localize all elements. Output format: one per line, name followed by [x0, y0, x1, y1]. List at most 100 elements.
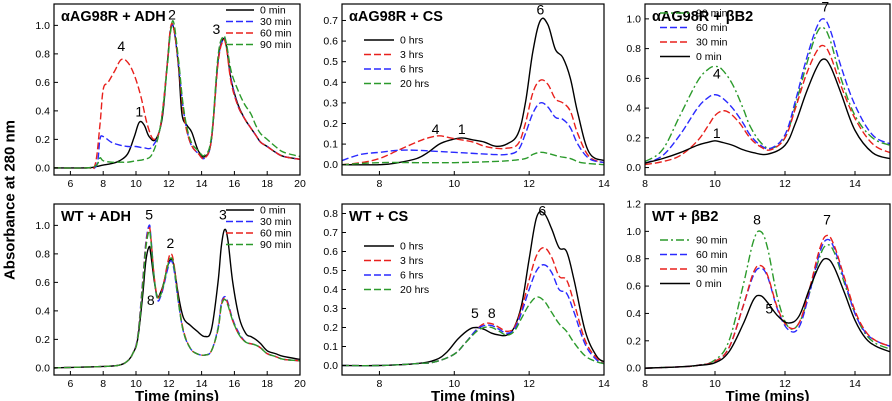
legend: 0 hrs 3 hrs 6 hrs 20 hrs — [364, 35, 429, 90]
series-line-20-hrs — [342, 151, 604, 166]
legend-label: 3 hrs — [400, 49, 423, 61]
peak-label: 8 — [488, 305, 496, 321]
x-tick-label: 14 — [196, 178, 208, 190]
panel-p5: 8 10 12 14 0.0 0.1 0.2 0.3 0.4 0.5 0.6 0.7 0.8 WT + C… — [323, 202, 610, 401]
legend-label: 30 min — [696, 37, 728, 49]
series-line-30-min — [645, 44, 890, 166]
peak-label: 1 — [135, 104, 143, 120]
panel-title: αAG98R + ADH — [61, 9, 166, 25]
y-tick-label: 0.7 — [323, 15, 338, 27]
peak-label: 5 — [145, 207, 153, 223]
y-tick-label: 0.2 — [626, 335, 641, 347]
y-tick-label: 0.4 — [323, 77, 338, 89]
x-tick-label: 12 — [779, 378, 791, 390]
peak-label: 2 — [168, 7, 176, 23]
y-tick-label: 0.4 — [626, 103, 641, 115]
y-tick-label: 0.8 — [626, 253, 641, 265]
legend-label: 60 min — [696, 22, 728, 34]
x-tick-label: 12 — [523, 378, 535, 390]
y-tick-label: 0.2 — [323, 118, 338, 130]
x-tick-label: 20 — [294, 178, 306, 190]
x-tick-label: 16 — [229, 178, 241, 190]
y-tick-label: 0.1 — [323, 341, 338, 353]
peak-label: 1 — [458, 121, 466, 137]
panel-title: WT + ADH — [61, 209, 131, 225]
x-tick-label: 12 — [523, 178, 535, 190]
x-tick-label: 8 — [642, 378, 648, 390]
x-tick-label: 8 — [377, 378, 383, 390]
y-tick-label: 0.4 — [626, 308, 641, 320]
peak-label: 7 — [821, 0, 829, 14]
x-tick-label: 12 — [163, 378, 175, 390]
x-tick-label: 12 — [163, 178, 175, 190]
x-tick-label: 14 — [849, 378, 861, 390]
peak-label: 5 — [471, 305, 479, 321]
x-tick-label: 14 — [849, 178, 861, 190]
legend: 90 min 60 min 30 min 0 min — [660, 8, 728, 63]
series-line-90-min — [54, 229, 300, 369]
y-tick-label: 0.8 — [35, 48, 50, 60]
x-tick-label: 6 — [67, 378, 73, 390]
legend-label: 0 min — [260, 205, 286, 217]
y-tick-label: 1.2 — [626, 199, 641, 211]
y-tick-label: 0.8 — [626, 43, 641, 55]
x-tick-label: 10 — [709, 178, 721, 190]
panel-title: WT + βB2 — [652, 209, 718, 225]
x-tick-label: 10 — [130, 178, 142, 190]
plot-frame — [644, 203, 891, 376]
series-line-0-hrs — [342, 210, 604, 367]
panel-p4: 6 8 10 12 14 16 18 20 0.0 0.2 0.4 0.6 0.8 1.0 WT + ADH… — [35, 203, 306, 401]
panel-title: WT + CS — [349, 209, 409, 225]
x-axis-title: Time (mins) — [431, 388, 515, 401]
y-tick-label: 0.1 — [323, 139, 338, 151]
series-line-0-min — [645, 58, 890, 164]
plot-frame — [341, 3, 605, 176]
series-line-90-min — [54, 20, 300, 169]
series-line-6-hrs — [342, 264, 604, 367]
y-tick-label: 0.8 — [35, 248, 50, 260]
x-tick-label: 14 — [598, 178, 610, 190]
y-tick-label: 0.2 — [323, 322, 338, 334]
legend-label: 0 min — [260, 5, 286, 17]
y-tick-label: 0.0 — [626, 162, 641, 174]
panel-p2: 8 10 12 140.00.10.20.30.40.50.60.7 αAG98R + … — [323, 1, 610, 190]
peak-label: 3 — [212, 21, 220, 37]
legend-label: 60 min — [696, 249, 728, 261]
legend-label: 6 hrs — [400, 270, 423, 282]
series-line-0-hrs — [342, 17, 604, 166]
y-tick-label: 0.2 — [35, 334, 50, 346]
legend: 90 min 60 min 30 min 0 min — [660, 235, 728, 290]
legend: 0 hrs 3 hrs 6 hrs 20 hrs — [364, 241, 429, 296]
x-tick-label: 18 — [261, 178, 273, 190]
peak-label: 6 — [538, 202, 546, 218]
series-line-3-hrs — [342, 79, 604, 166]
x-tick-label: 16 — [229, 378, 241, 390]
legend-label: 90 min — [696, 8, 728, 20]
panel-p3: 8 10 12 140.00.20.40.60.81.0 αAG98R + βB2417… — [626, 0, 891, 190]
legend-label: 20 hrs — [400, 284, 429, 296]
plot-frame — [53, 3, 301, 176]
series-line-0-min — [645, 257, 890, 369]
series-line-60-min — [645, 18, 890, 164]
legend-label: 20 hrs — [400, 78, 429, 90]
x-tick-label: 10 — [448, 178, 460, 190]
y-tick-label: 0.6 — [626, 281, 641, 293]
legend-label: 90 min — [260, 239, 292, 251]
legend-label: 0 hrs — [400, 241, 423, 253]
x-axis-title: Time (mins) — [135, 388, 219, 401]
y-tick-label: 0.6 — [35, 277, 50, 289]
legend-label: 90 min — [260, 39, 292, 51]
x-tick-label: 8 — [377, 178, 383, 190]
x-tick-label: 8 — [100, 378, 106, 390]
legend-label: 3 hrs — [400, 255, 423, 267]
y-tick-label: 0.6 — [626, 73, 641, 85]
legend-label: 60 min — [260, 228, 292, 240]
peak-label: 2 — [167, 235, 175, 251]
series-line-30-min — [645, 234, 890, 369]
plot-frame — [644, 3, 891, 176]
y-tick-label: 0.6 — [323, 246, 338, 258]
legend-label: 60 min — [260, 28, 292, 40]
legend-label: 0 min — [696, 51, 722, 63]
